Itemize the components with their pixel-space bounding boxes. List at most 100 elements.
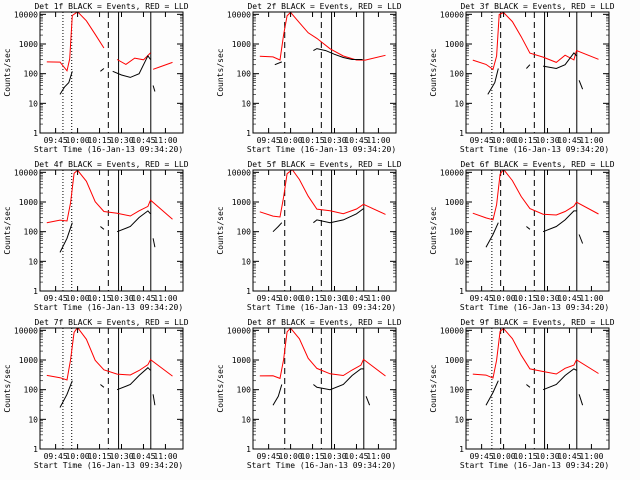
x-tick-label: 10:45 bbox=[344, 136, 368, 145]
x-tick-label: 11:00 bbox=[579, 452, 603, 461]
x-tick-label: 10:15 bbox=[513, 294, 537, 303]
events-series-line bbox=[152, 394, 156, 406]
x-tick-label: 10:30 bbox=[109, 136, 133, 145]
x-tick-label: 11:00 bbox=[366, 136, 390, 145]
y-tick-label: 10 bbox=[454, 257, 464, 266]
y-axis-label: Counts/sec bbox=[429, 364, 438, 412]
events-series-line bbox=[365, 396, 371, 406]
x-tick-label: 10:30 bbox=[322, 294, 346, 303]
y-tick-label: 10000 bbox=[14, 326, 38, 335]
x-tick-label: 10:00 bbox=[66, 294, 90, 303]
y-axis-label: Counts/sec bbox=[429, 48, 438, 96]
events-series-line bbox=[100, 68, 105, 72]
x-tick-label: 10:00 bbox=[279, 452, 303, 461]
x-axis-label: Start Time (16-Jan-13 09:34:20) bbox=[460, 303, 609, 312]
y-tick-label: 10000 bbox=[440, 10, 464, 19]
detector-panel: Det 8f BLACK = Events, RED = LLD Counts/s… bbox=[216, 318, 402, 470]
x-tick-label: 10:45 bbox=[557, 452, 581, 461]
events-series-line bbox=[313, 368, 364, 391]
x-axis-label: Start Time (16-Jan-13 09:34:20) bbox=[247, 461, 396, 470]
x-tick-label: 10:00 bbox=[279, 294, 303, 303]
events-series-line bbox=[100, 384, 105, 388]
lld-series-line bbox=[46, 12, 105, 72]
lld-series-line bbox=[259, 170, 386, 218]
x-tick-label: 09:45 bbox=[257, 294, 281, 303]
panel-title: Det 5f BLACK = Events, RED = LLD bbox=[247, 160, 401, 169]
y-tick-label: 100 bbox=[450, 386, 465, 395]
detector-panel: Det 5f BLACK = Events, RED = LLD Counts/s… bbox=[216, 160, 402, 312]
y-tick-label: 1000 bbox=[19, 356, 38, 365]
x-axis-label: Start Time (16-Jan-13 09:34:20) bbox=[34, 145, 183, 154]
events-series-line bbox=[152, 85, 156, 92]
x-tick-label: 09:45 bbox=[470, 294, 494, 303]
x-tick-label: 09:45 bbox=[44, 452, 68, 461]
y-tick-label: 1000 bbox=[232, 356, 251, 365]
y-axis-label: Counts/sec bbox=[216, 206, 225, 254]
detector-panel: Det 4f BLACK = Events, RED = LLD Counts/s… bbox=[3, 160, 189, 312]
events-series-line bbox=[313, 208, 364, 224]
x-tick-label: 10:15 bbox=[513, 452, 537, 461]
y-tick-label: 10 bbox=[241, 415, 251, 424]
y-axis-label: Counts/sec bbox=[429, 206, 438, 254]
x-tick-label: 10:45 bbox=[344, 294, 368, 303]
x-tick-label: 10:45 bbox=[344, 452, 368, 461]
x-tick-label: 10:30 bbox=[109, 452, 133, 461]
y-tick-label: 10 bbox=[28, 99, 38, 108]
events-series-line bbox=[487, 68, 499, 95]
plot-frame bbox=[465, 11, 610, 134]
x-tick-label: 11:00 bbox=[366, 452, 390, 461]
lld-series-line bbox=[472, 328, 599, 379]
x-tick-label: 11:00 bbox=[153, 452, 177, 461]
y-tick-label: 10000 bbox=[440, 168, 464, 177]
plot-frame bbox=[465, 327, 610, 450]
events-series-line bbox=[272, 222, 283, 233]
y-tick-label: 100 bbox=[450, 228, 465, 237]
y-tick-label: 1000 bbox=[232, 198, 251, 207]
y-tick-label: 1 bbox=[33, 445, 38, 454]
x-tick-label: 10:15 bbox=[300, 452, 324, 461]
y-tick-label: 1000 bbox=[445, 198, 464, 207]
panel-title: Det 4f BLACK = Events, RED = LLD bbox=[34, 160, 188, 169]
plot-frame bbox=[39, 327, 184, 450]
detector-panel: Det 6f BLACK = Events, RED = LLD Counts/s… bbox=[429, 160, 615, 312]
x-tick-label: 10:30 bbox=[535, 136, 559, 145]
x-axis-label: Start Time (16-Jan-13 09:34:20) bbox=[247, 303, 396, 312]
x-tick-label: 11:00 bbox=[579, 294, 603, 303]
y-tick-label: 1000 bbox=[19, 40, 38, 49]
events-series-line bbox=[526, 226, 531, 230]
y-tick-label: 10 bbox=[454, 99, 464, 108]
events-series-line bbox=[116, 367, 151, 391]
y-tick-label: 10000 bbox=[227, 10, 251, 19]
y-tick-label: 100 bbox=[24, 70, 39, 79]
x-tick-label: 10:00 bbox=[492, 294, 516, 303]
x-tick-label: 09:45 bbox=[470, 452, 494, 461]
events-series-line bbox=[543, 52, 577, 70]
lld-series-line bbox=[116, 52, 151, 65]
x-tick-label: 10:00 bbox=[492, 136, 516, 145]
x-tick-label: 11:00 bbox=[153, 294, 177, 303]
x-tick-label: 09:45 bbox=[470, 136, 494, 145]
x-tick-label: 10:15 bbox=[87, 294, 111, 303]
y-tick-label: 10 bbox=[454, 415, 464, 424]
panel-title: Det 7f BLACK = Events, RED = LLD bbox=[34, 318, 188, 327]
y-tick-label: 1 bbox=[246, 445, 251, 454]
y-tick-label: 1000 bbox=[232, 40, 251, 49]
panel-title: Det 6f BLACK = Events, RED = LLD bbox=[460, 160, 614, 169]
events-series-line bbox=[274, 61, 282, 66]
panel-title: Det 1f BLACK = Events, RED = LLD bbox=[34, 2, 188, 11]
x-tick-label: 10:45 bbox=[131, 136, 155, 145]
y-axis-label: Counts/sec bbox=[216, 48, 225, 96]
x-tick-label: 10:45 bbox=[557, 136, 581, 145]
y-tick-label: 1 bbox=[33, 287, 38, 296]
events-series-line bbox=[116, 210, 151, 233]
x-axis-label: Start Time (16-Jan-13 09:34:20) bbox=[460, 145, 609, 154]
x-tick-label: 09:45 bbox=[44, 294, 68, 303]
y-tick-label: 10000 bbox=[14, 168, 38, 177]
plot-frame bbox=[39, 11, 184, 134]
y-tick-label: 1000 bbox=[19, 198, 38, 207]
y-tick-label: 10000 bbox=[227, 168, 251, 177]
events-series-line bbox=[578, 234, 584, 244]
panel-title: Det 3f BLACK = Events, RED = LLD bbox=[460, 2, 614, 11]
